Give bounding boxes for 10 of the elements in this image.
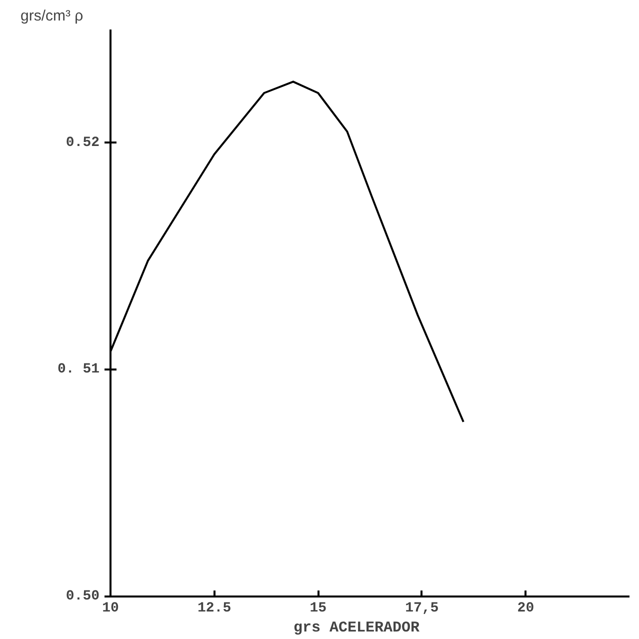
y-tick-label: 0.52	[66, 134, 100, 151]
x-axis-title: grs ACELERADOR	[293, 620, 420, 636]
y-tick-label: 0. 51	[57, 362, 100, 378]
x-tick-label: 17,5	[405, 600, 439, 616]
x-tick-label: 15	[310, 600, 327, 616]
x-tick-label: 10	[102, 600, 119, 616]
y-tick-label: 0.50	[66, 588, 100, 604]
x-tick-label: 20	[517, 600, 534, 616]
y-axis-title: grs/cm³ ρ	[20, 8, 84, 24]
x-tick-label: 12.5	[197, 600, 232, 616]
